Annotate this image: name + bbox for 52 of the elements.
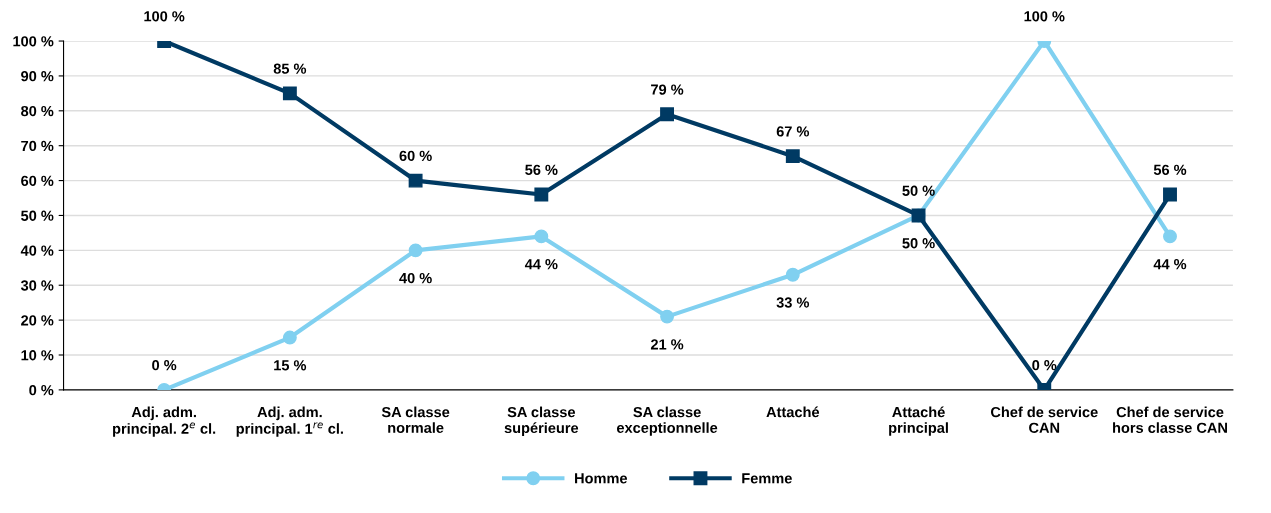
data-label: 0 %: [152, 360, 177, 371]
data-label: 50 %: [902, 238, 935, 249]
point: [408, 243, 423, 258]
y-tick-label: 0 %: [29, 384, 54, 396]
data-label: 56 %: [525, 164, 558, 175]
x-tick-label: SA classe supérieure: [504, 406, 579, 436]
point: [785, 149, 800, 164]
data-label: 56 %: [1153, 164, 1187, 175]
x-tick-label: Adj. adm. principal. 1$^{re}$ cl.: [236, 406, 343, 437]
point: [534, 229, 549, 244]
y-tick-label: 10 %: [21, 350, 54, 361]
point: [785, 267, 800, 282]
x-tick-label: Attaché: [766, 406, 820, 418]
x-tick-label: SA classe exceptionnelle: [616, 406, 718, 436]
x-tick-label: SA classe normale: [381, 406, 450, 433]
y-tick-label: 50 %: [21, 210, 54, 221]
point: [660, 309, 675, 324]
x-tick-label: Chef de service CAN: [990, 406, 1098, 433]
point: [534, 187, 549, 202]
y-tick-label: 70 %: [21, 140, 54, 152]
data-label: 85 %: [273, 63, 307, 74]
point: [660, 107, 675, 122]
point: [282, 86, 297, 101]
data-label: 40 %: [399, 272, 432, 284]
data-label: 33 %: [776, 297, 810, 308]
legend-label: Femme: [742, 473, 792, 484]
data-label: 67 %: [776, 126, 810, 137]
x-tick-label: Adj. adm. principal. 2$^{e}$ cl.: [113, 406, 216, 437]
legend-label: Homme: [575, 473, 628, 484]
y-tick-label: 60 %: [21, 175, 54, 186]
x-tick-label: Attaché principal: [889, 406, 948, 436]
data-label: 60 %: [399, 150, 432, 162]
x-tick-label: Chef de service hors classe CAN: [1113, 406, 1227, 433]
y-tick-label: 30 %: [20, 280, 54, 291]
point: [1163, 229, 1177, 244]
data-label: 0 %: [1032, 360, 1057, 371]
data-label: 79 %: [651, 84, 684, 95]
y-tick-label: 40 %: [20, 245, 54, 256]
y-tick-label: 90 %: [21, 71, 54, 82]
y-tick-label: 20 %: [21, 315, 54, 326]
y-tick-label: 100 %: [13, 36, 54, 47]
data-label: 50 %: [902, 185, 935, 196]
data-label: 100 %: [1024, 11, 1065, 22]
point: [408, 173, 423, 188]
y-tick-label: 80 %: [21, 105, 54, 117]
data-label: 15 %: [274, 360, 307, 371]
point: [282, 330, 297, 345]
data-label: 44 %: [1153, 259, 1187, 270]
data-label: 21 %: [650, 339, 684, 350]
data-label: 44 %: [524, 259, 558, 270]
data-label: 100 %: [144, 11, 185, 22]
point: [1163, 187, 1177, 202]
